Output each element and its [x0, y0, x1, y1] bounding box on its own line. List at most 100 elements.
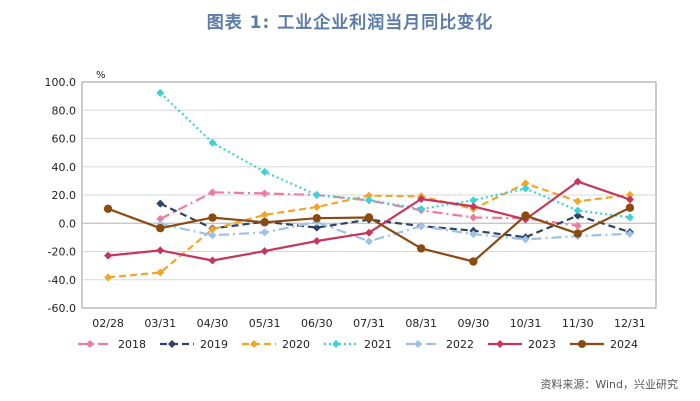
data-point	[208, 225, 217, 234]
data-point	[103, 204, 113, 214]
data-point	[625, 213, 634, 222]
legend-item-2023: 2023	[488, 338, 556, 351]
data-point	[573, 197, 582, 206]
x-tick-label: 09/30	[458, 317, 490, 330]
data-point	[365, 196, 373, 205]
data-point	[521, 184, 530, 193]
y-tick-label: 100.0	[45, 76, 77, 89]
legend-marker	[578, 340, 586, 348]
data-point	[625, 190, 634, 199]
data-point	[573, 229, 582, 238]
data-point	[312, 203, 321, 212]
legend-item-2021: 2021	[324, 338, 392, 351]
legend-label: 2018	[118, 338, 146, 351]
y-tick-label: 20.0	[52, 189, 77, 202]
legend-label: 2022	[446, 338, 474, 351]
data-point	[260, 210, 269, 219]
data-point	[573, 221, 582, 230]
data-point	[417, 194, 426, 203]
data-point	[208, 213, 217, 222]
data-point	[573, 211, 582, 220]
source-note: 资料来源：Wind，兴业研究	[540, 378, 678, 391]
data-point	[260, 247, 269, 256]
legend-marker	[250, 340, 258, 348]
data-point	[312, 237, 321, 246]
data-point	[208, 138, 217, 147]
data-point	[260, 218, 269, 227]
legend-marker	[86, 340, 94, 348]
data-point	[260, 167, 269, 176]
data-point	[625, 195, 634, 204]
y-tick-label: 40.0	[52, 161, 77, 174]
legend-marker	[332, 340, 340, 348]
y-tick-label: -40.0	[48, 274, 76, 287]
data-point	[364, 213, 374, 222]
data-point	[312, 191, 321, 199]
data-point	[208, 231, 217, 240]
data-point	[156, 214, 165, 223]
x-tick-label: 06/30	[301, 317, 333, 330]
data-point	[156, 199, 165, 208]
data-point	[573, 177, 582, 186]
legend-item-2018: 2018	[78, 338, 146, 351]
legend-marker	[414, 340, 422, 348]
data-point	[365, 237, 373, 246]
series-line-2019	[159, 202, 631, 239]
data-point	[469, 257, 478, 266]
x-tick-label: 05/31	[249, 317, 281, 330]
legend-item-2024: 2024	[570, 338, 638, 351]
y-tick-label: -60.0	[48, 302, 76, 315]
data-point	[260, 228, 269, 237]
data-point	[156, 268, 165, 277]
legend-marker	[168, 340, 176, 348]
data-point	[625, 203, 635, 212]
data-point	[156, 223, 165, 233]
y-tick-label: 80.0	[52, 104, 77, 117]
data-point	[469, 196, 478, 205]
legend-label: 2019	[200, 338, 228, 351]
data-point	[312, 213, 322, 223]
page-title: 图表 1: 工业企业利润当月同比变化	[206, 13, 494, 33]
legend-item-2020: 2020	[242, 338, 310, 351]
data-point	[416, 244, 426, 253]
data-point	[365, 191, 373, 200]
legend-label: 2024	[610, 338, 638, 351]
data-point	[156, 88, 165, 97]
y-tick-label: 0.0	[59, 217, 77, 230]
data-point	[417, 222, 426, 231]
legend-label: 2021	[364, 338, 392, 351]
data-point	[521, 235, 530, 244]
legend-marker	[496, 340, 504, 348]
x-tick-label: 04/30	[197, 317, 229, 330]
y-tick-label: 60.0	[52, 133, 77, 146]
data-point	[469, 230, 478, 239]
x-tick-label: 03/31	[144, 317, 176, 330]
legend-label: 2020	[282, 338, 310, 351]
data-point	[260, 189, 269, 198]
data-point	[208, 256, 217, 265]
series-2024	[103, 203, 635, 266]
data-point	[156, 246, 165, 255]
legend-label: 2023	[528, 338, 556, 351]
data-point	[417, 204, 426, 213]
data-point	[312, 223, 321, 232]
y-unit-label: %	[96, 70, 106, 81]
data-point	[104, 251, 113, 260]
data-point	[104, 273, 113, 282]
data-point	[625, 229, 634, 238]
x-tick-label: 10/31	[510, 317, 542, 330]
x-tick-label: 02/28	[92, 317, 124, 330]
legend-item-2022: 2022	[406, 338, 474, 351]
x-tick-label: 07/31	[353, 317, 385, 330]
x-tick-label: 12/31	[614, 317, 646, 330]
data-point	[521, 211, 530, 220]
x-tick-label: 08/31	[405, 317, 437, 330]
x-tick-label: 11/30	[562, 317, 594, 330]
data-point	[365, 228, 373, 237]
data-point	[521, 179, 530, 188]
data-point	[469, 213, 478, 222]
data-point	[469, 202, 478, 211]
series-2021	[156, 88, 634, 222]
series-2023	[104, 177, 634, 265]
